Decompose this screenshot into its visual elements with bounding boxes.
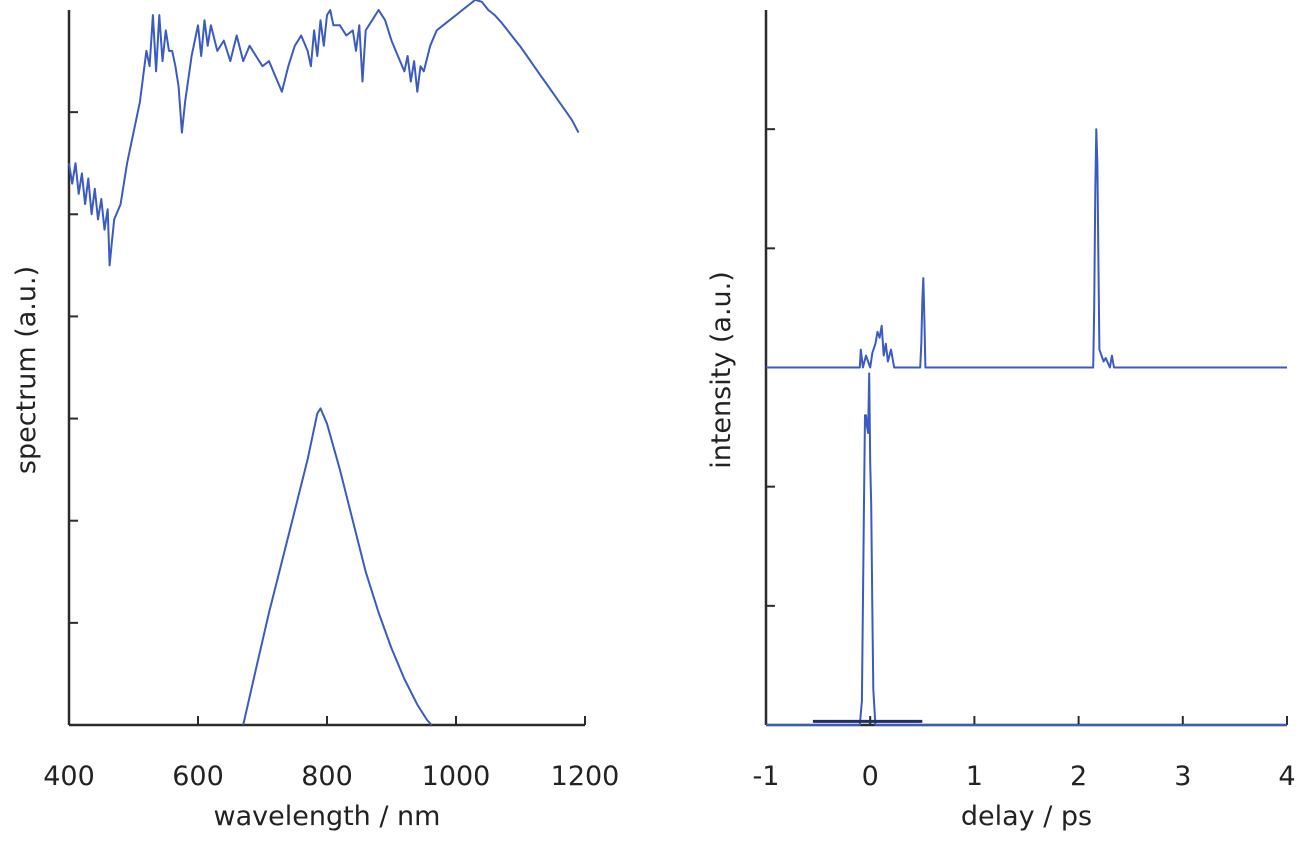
x-axis-title: wavelength / nm [214,801,441,832]
x-tick-label: 1 [966,761,983,792]
x-tick-label: 600 [172,761,224,792]
x-tick-label: 800 [301,761,353,792]
right-panel: -1 0 1 2 3 4 delay / ps intensity (a.u.) [706,10,1296,832]
x-tick-label: 0 [862,761,879,792]
x-tick-label: 2 [1070,761,1087,792]
y-axis-title: spectrum (a.u.) [11,266,42,474]
x-tick-label: 400 [43,761,95,792]
x-tick-label: 4 [1278,761,1295,792]
x-tick-label: 1200 [551,761,620,792]
y-axis-title: intensity (a.u.) [706,271,737,469]
series-line-2 [766,372,1287,726]
series-line-1 [68,0,580,267]
x-axis-title: delay / ps [961,801,1092,832]
series-line-1 [766,128,1287,369]
x-tick-label: 3 [1174,761,1191,792]
x-tick-label: 1000 [422,761,491,792]
x-tick-label: -1 [753,761,780,792]
left-panel: 400 600 800 1000 1200 wavelength / nm spectrum… [11,0,619,832]
series-line-2 [242,407,433,726]
